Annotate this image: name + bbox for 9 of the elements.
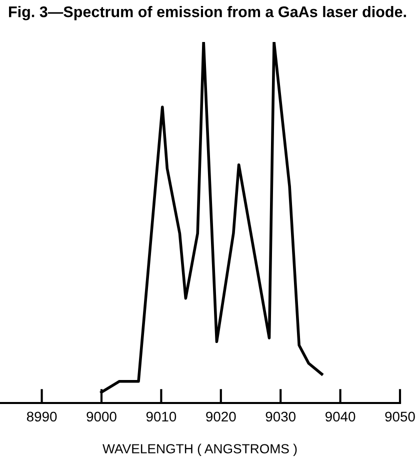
x-tick-label: 9040 [326, 412, 356, 422]
x-axis-title: WAVELENGTH ( ANGSTROMS ) [102, 444, 297, 456]
x-tick-label: 9020 [206, 412, 236, 422]
x-tick-label: 8990 [26, 412, 57, 422]
x-tick-label: 9010 [146, 412, 176, 422]
x-tick-label: 9030 [266, 412, 296, 422]
chart-title: Fig. 3—Spectrum of emission from a GaAs laser diode. [9, 6, 406, 20]
x-tick-label: 9000 [86, 412, 116, 422]
x-tick-label: 9050 [385, 412, 415, 422]
